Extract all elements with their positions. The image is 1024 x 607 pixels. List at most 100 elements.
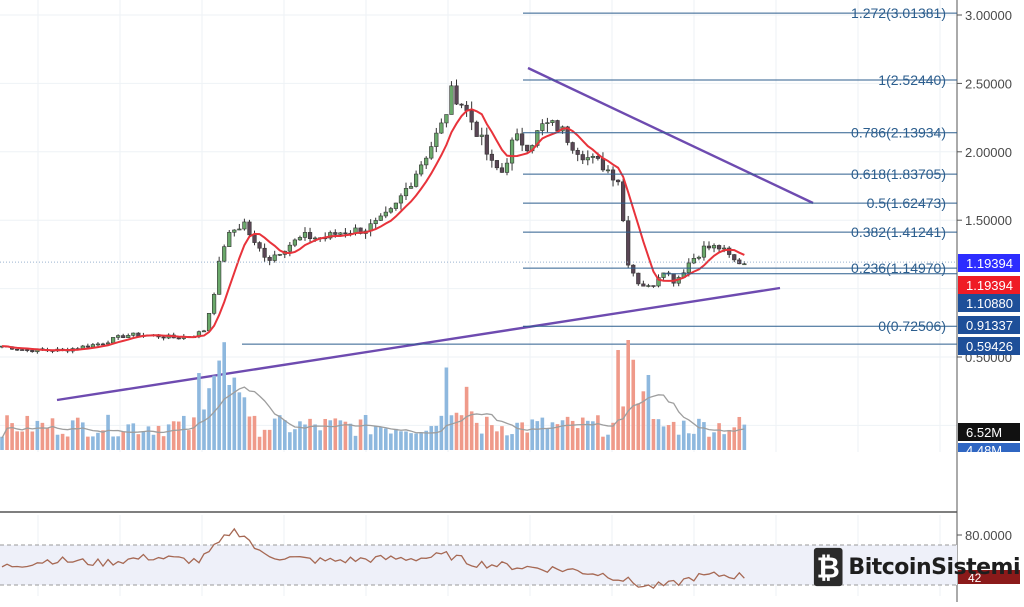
candle-body	[100, 343, 106, 346]
volume-bar	[227, 384, 232, 450]
volume-bar	[712, 432, 716, 450]
candle-body	[429, 146, 434, 159]
candle-body	[626, 220, 631, 266]
volume-bar	[727, 429, 731, 450]
volume-bar	[277, 415, 282, 450]
rsi-value-label: 42	[968, 571, 982, 585]
volume-bar	[444, 367, 449, 450]
candle-body	[742, 263, 747, 266]
volume-bar	[681, 420, 686, 450]
candle-body	[212, 294, 217, 314]
candle-body	[343, 232, 348, 235]
volume-bar	[671, 421, 676, 450]
candle-body	[459, 103, 464, 106]
candle-body	[398, 195, 404, 204]
candle-body	[514, 133, 520, 141]
volume-bar	[742, 424, 747, 450]
candle-body	[131, 332, 136, 336]
volume-bar	[570, 420, 575, 450]
volume-bar	[232, 377, 237, 450]
volume-bar	[308, 418, 312, 450]
volume-badge	[958, 443, 1020, 452]
candle-body	[540, 123, 545, 131]
volume-bar	[283, 420, 287, 450]
volume-bar	[252, 415, 257, 450]
candle-body	[489, 153, 494, 161]
candle-body	[227, 231, 232, 247]
volume-bar	[631, 359, 636, 450]
volume-bar	[621, 406, 625, 450]
volume-ma-line	[1, 386, 745, 439]
fib-level-label: 0.5(1.62473)	[867, 195, 946, 211]
volume-bar	[262, 429, 267, 450]
fib-level-label: 0.382(1.41241)	[851, 224, 946, 240]
volume-bar	[55, 434, 60, 450]
volume-bar	[353, 435, 358, 450]
candle-body	[217, 260, 222, 295]
candle-body	[711, 245, 717, 249]
volume-bar	[242, 397, 247, 450]
candle-body	[434, 132, 439, 147]
candle-body	[504, 162, 510, 173]
candle-body	[727, 247, 732, 255]
fib-level-label: 0(0.72506)	[878, 318, 946, 334]
volume-bar	[586, 420, 590, 450]
candle-body	[732, 254, 737, 261]
price-tick-label: 1.50000	[965, 213, 1012, 228]
volume-bar	[737, 416, 742, 450]
candle-body	[590, 155, 595, 158]
volume-bar	[399, 431, 403, 450]
price-badge	[958, 276, 1020, 294]
candle-body	[439, 122, 444, 134]
volume-group	[0, 340, 747, 450]
volume-bar	[151, 434, 156, 450]
volume-bar	[207, 388, 211, 450]
volume-bar	[20, 431, 24, 450]
sma-line	[1, 108, 745, 352]
volume-bar	[171, 421, 176, 450]
volume-bar	[81, 422, 85, 450]
volume-bar	[182, 415, 186, 450]
volume-bar	[222, 342, 226, 450]
candle-body	[610, 169, 616, 181]
volume-bar	[333, 418, 338, 450]
volume-bar	[166, 424, 171, 450]
volume-bar	[288, 432, 292, 450]
candle-body	[575, 150, 580, 155]
volume-bar	[86, 436, 90, 450]
volume-bar	[45, 428, 50, 450]
volume-bar	[141, 431, 146, 450]
volume-bar	[479, 433, 484, 450]
volume-bar	[702, 422, 706, 450]
volume-bar	[348, 423, 353, 450]
volume-bar	[257, 436, 262, 450]
volume-bar	[161, 436, 166, 450]
candle-body	[605, 169, 611, 172]
candle-body	[85, 345, 90, 348]
bitcoin-sign-icon: ₿	[813, 547, 843, 587]
volume-bar	[146, 426, 151, 450]
candle-body	[232, 229, 237, 233]
volume-bar	[176, 421, 181, 450]
volume-bar	[732, 427, 737, 450]
volume-bar	[35, 420, 40, 450]
volume-bar	[30, 431, 35, 450]
svg-text:₿: ₿	[817, 552, 840, 584]
price-badge-label: 1.19394	[966, 278, 1013, 293]
volume-bar	[646, 374, 651, 450]
candle-body	[126, 335, 131, 338]
volume-bar	[414, 433, 418, 450]
price-tick-label: 2.50000	[965, 76, 1012, 91]
candle-body	[474, 121, 479, 137]
volume-bar	[641, 391, 646, 450]
volume-bar	[464, 386, 469, 450]
volume-bar	[131, 423, 136, 450]
candle-body	[631, 264, 636, 274]
volume-bar	[343, 421, 348, 450]
candle-body	[550, 120, 555, 123]
candle-body	[595, 155, 600, 159]
volume-bar	[656, 419, 661, 450]
price-tick-label: 3.00000	[965, 8, 1012, 23]
